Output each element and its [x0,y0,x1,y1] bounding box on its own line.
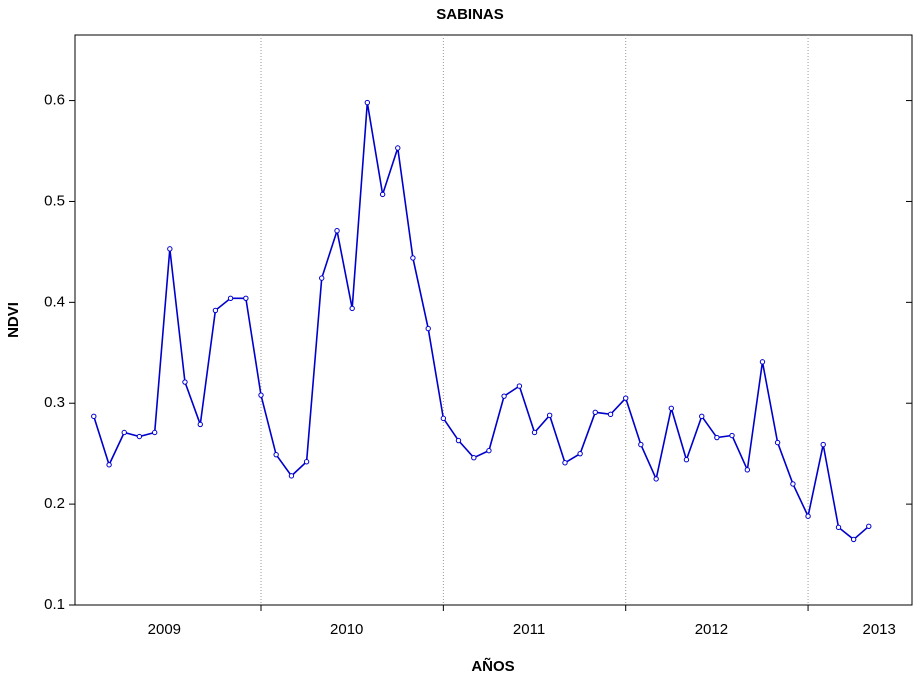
data-point [850,536,857,543]
data-point [334,228,340,234]
data-point [227,295,234,302]
data-point [319,275,325,281]
data-point [638,441,644,448]
data-point [683,457,690,463]
data-point [805,513,811,519]
data-point [455,437,462,444]
data-point [212,307,219,314]
data-point [546,412,553,419]
data-point [562,460,568,466]
data-point [714,434,720,441]
data-point [820,441,826,448]
y-tick-label: 0.3 [44,394,65,411]
data-point [364,99,371,106]
x-tick-label: 2013 [862,621,895,638]
data-point [440,415,447,422]
data-point [744,467,751,473]
data-point [471,455,477,461]
y-tick-label: 0.1 [44,596,65,613]
data-point [379,191,386,198]
data-point [349,305,355,312]
data-line [93,102,870,541]
data-point [273,451,279,458]
data-point [288,473,295,479]
x-axis-label: AÑOS [471,657,514,675]
y-axis-label: NDVI [5,302,22,338]
data-point [395,145,401,151]
data-point [516,383,523,389]
data-point [653,476,659,482]
chart-title: SABINAS [436,6,504,23]
y-tick-label: 0.6 [44,92,65,109]
data-point [835,524,842,531]
data-point [577,450,583,457]
data-point [790,481,796,487]
y-tick-label: 0.2 [44,495,65,512]
data-point [197,421,203,428]
data-point [623,395,629,401]
data-point [243,295,249,302]
data-point [531,429,538,436]
data-point [501,393,507,399]
x-tick-label: 2011 [513,621,545,638]
data-point [303,459,310,465]
data-point [425,325,431,332]
data-point [774,439,781,446]
data-point [167,246,173,252]
data-point [410,255,416,261]
x-tick-label: 2009 [148,621,181,638]
data-point [106,462,112,468]
data-point [486,447,492,454]
y-tick-label: 0.5 [44,192,65,209]
x-tick-label: 2012 [695,621,728,638]
data-point [607,411,614,418]
data-point [182,379,188,385]
x-tick-label: 2010 [330,621,363,638]
plot-frame [74,34,913,606]
data-point [258,392,264,398]
y-tick-label: 0.4 [44,293,65,310]
data-point [759,359,766,365]
data-point [729,432,735,439]
data-point [91,413,97,420]
data-point [668,405,674,411]
data-point [151,429,158,436]
data-point [699,413,705,420]
data-point [121,429,127,436]
data-point [136,433,143,440]
data-point [592,409,598,416]
data-point [866,523,872,530]
